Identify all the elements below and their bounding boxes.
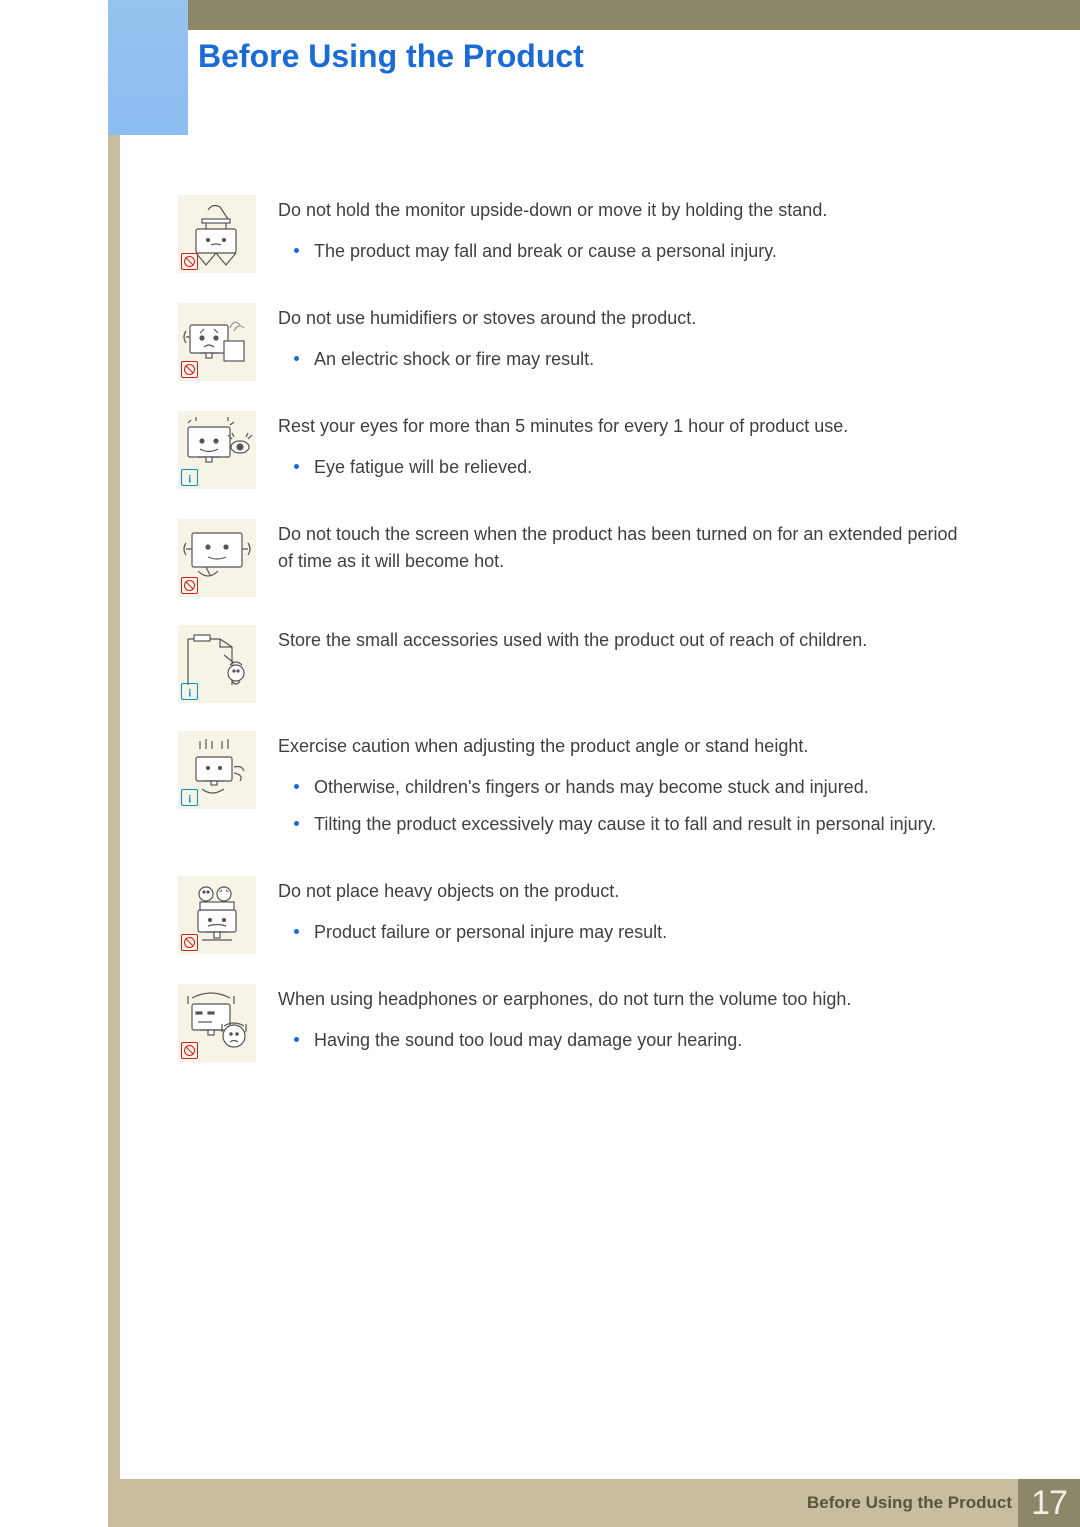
safety-heading: Do not place heavy objects on the produc… — [278, 878, 958, 905]
safety-illustration — [178, 876, 256, 954]
safety-bullets: Eye fatigue will be relieved. — [278, 454, 958, 481]
page-title: Before Using the Product — [198, 38, 584, 75]
prohibit-icon — [181, 934, 198, 951]
safety-heading: Do not hold the monitor upside-down or m… — [278, 197, 958, 224]
info-icon — [181, 469, 198, 486]
safety-bullet: An electric shock or fire may result. — [278, 346, 958, 373]
safety-item: Exercise caution when adjusting the prod… — [178, 731, 958, 848]
safety-item: Do not hold the monitor upside-down or m… — [178, 195, 958, 275]
safety-item: Do not place heavy objects on the produc… — [178, 876, 958, 956]
safety-bullets: An electric shock or fire may result. — [278, 346, 958, 373]
prohibit-icon — [181, 577, 198, 594]
safety-item: Store the small accessories used with th… — [178, 625, 958, 703]
safety-item: Do not use humidifiers or stoves around … — [178, 303, 958, 383]
safety-bullet: Tilting the product excessively may caus… — [278, 811, 958, 838]
footer: Before Using the Product 17 — [0, 1479, 1080, 1527]
footer-section-label: Before Using the Product — [807, 1493, 1012, 1513]
safety-text: Do not hold the monitor upside-down or m… — [278, 195, 958, 275]
prohibit-icon — [181, 361, 198, 378]
safety-item: Rest your eyes for more than 5 minutes f… — [178, 411, 958, 491]
safety-heading: Do not touch the screen when the product… — [278, 521, 958, 575]
safety-text: Store the small accessories used with th… — [278, 625, 958, 668]
safety-illustration — [178, 731, 256, 809]
safety-bullets: Product failure or personal injure may r… — [278, 919, 958, 946]
safety-bullet: Product failure or personal injure may r… — [278, 919, 958, 946]
safety-bullets: Having the sound too loud may damage you… — [278, 1027, 958, 1054]
safety-bullet: Otherwise, children's fingers or hands m… — [278, 774, 958, 801]
safety-illustration — [178, 195, 256, 273]
left-spine — [108, 0, 120, 1527]
safety-bullet: Eye fatigue will be relieved. — [278, 454, 958, 481]
safety-bullet: The product may fall and break or cause … — [278, 238, 958, 265]
safety-text: Do not place heavy objects on the produc… — [278, 876, 958, 956]
safety-illustration — [178, 411, 256, 489]
prohibit-icon — [181, 253, 198, 270]
safety-text: Exercise caution when adjusting the prod… — [278, 731, 958, 848]
safety-heading: When using headphones or earphones, do n… — [278, 986, 958, 1013]
info-icon — [181, 789, 198, 806]
safety-illustration — [178, 625, 256, 703]
content-area: Do not hold the monitor upside-down or m… — [178, 195, 958, 1092]
safety-heading: Exercise caution when adjusting the prod… — [278, 733, 958, 760]
safety-text: Do not use humidifiers or stoves around … — [278, 303, 958, 383]
safety-text: When using headphones or earphones, do n… — [278, 984, 958, 1064]
prohibit-icon — [181, 1042, 198, 1059]
safety-item: Do not touch the screen when the product… — [178, 519, 958, 597]
safety-bullet: Having the sound too loud may damage you… — [278, 1027, 958, 1054]
safety-bullets: The product may fall and break or cause … — [278, 238, 958, 265]
blue-tab — [108, 0, 188, 135]
safety-text: Rest your eyes for more than 5 minutes f… — [278, 411, 958, 491]
safety-illustration — [178, 984, 256, 1062]
safety-item: When using headphones or earphones, do n… — [178, 984, 958, 1064]
safety-heading: Do not use humidifiers or stoves around … — [278, 305, 958, 332]
safety-illustration — [178, 519, 256, 597]
info-icon — [181, 683, 198, 700]
safety-text: Do not touch the screen when the product… — [278, 519, 958, 589]
safety-heading: Rest your eyes for more than 5 minutes f… — [278, 413, 958, 440]
safety-heading: Store the small accessories used with th… — [278, 627, 958, 654]
safety-bullets: Otherwise, children's fingers or hands m… — [278, 774, 958, 838]
footer-bar: Before Using the Product 17 — [118, 1479, 1080, 1527]
header-bar — [188, 0, 1080, 30]
safety-illustration — [178, 303, 256, 381]
footer-page-number: 17 — [1018, 1479, 1080, 1527]
